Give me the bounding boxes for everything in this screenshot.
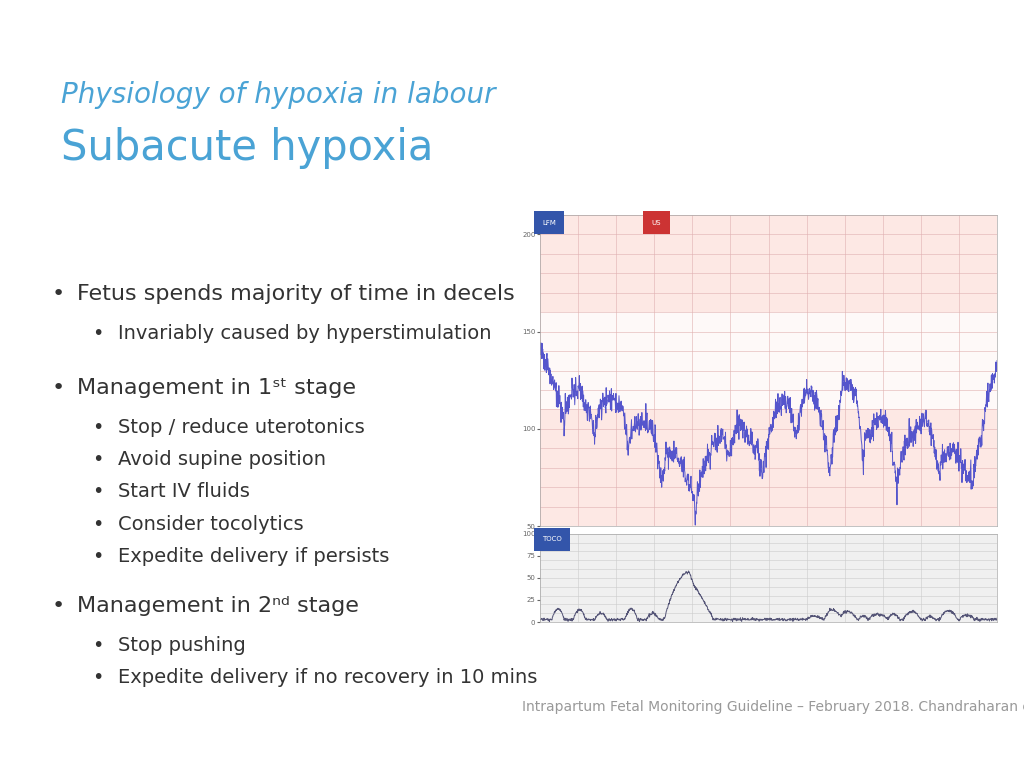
Text: •: •	[92, 482, 103, 502]
Text: Physiology of hypoxia in labour: Physiology of hypoxia in labour	[61, 81, 496, 108]
Text: •: •	[92, 668, 103, 687]
Text: •: •	[92, 418, 103, 437]
Bar	[540, 313, 997, 409]
Text: Stop pushing: Stop pushing	[118, 636, 246, 655]
Text: Fetus spends majority of time in decels: Fetus spends majority of time in decels	[77, 284, 514, 304]
Text: TOCO: TOCO	[542, 536, 562, 542]
Text: Subacute hypoxia: Subacute hypoxia	[61, 127, 434, 169]
Text: US: US	[652, 220, 662, 226]
Text: •: •	[51, 378, 65, 398]
Text: •: •	[92, 515, 103, 534]
Text: •: •	[92, 450, 103, 469]
Text: Expedite delivery if persists: Expedite delivery if persists	[118, 547, 389, 566]
Text: Expedite delivery if no recovery in 10 mins: Expedite delivery if no recovery in 10 m…	[118, 668, 538, 687]
Text: Intrapartum Fetal Monitoring Guideline – February 2018. Chandraharan et al: Intrapartum Fetal Monitoring Guideline –…	[522, 700, 1024, 714]
Text: •: •	[92, 547, 103, 566]
Text: Start IV fluids: Start IV fluids	[118, 482, 250, 502]
Text: Consider tocolytics: Consider tocolytics	[118, 515, 303, 534]
Text: •: •	[92, 324, 103, 343]
Text: •: •	[51, 596, 65, 616]
Text: Management in 2ⁿᵈ stage: Management in 2ⁿᵈ stage	[77, 596, 358, 616]
Text: Avoid supine position: Avoid supine position	[118, 450, 326, 469]
Text: Invariably caused by hyperstimulation: Invariably caused by hyperstimulation	[118, 324, 492, 343]
Text: •: •	[51, 284, 65, 304]
Text: LFM: LFM	[542, 220, 556, 226]
Text: Stop / reduce uterotonics: Stop / reduce uterotonics	[118, 418, 365, 437]
Text: Management in 1ˢᵗ stage: Management in 1ˢᵗ stage	[77, 378, 355, 398]
Text: •: •	[92, 636, 103, 655]
